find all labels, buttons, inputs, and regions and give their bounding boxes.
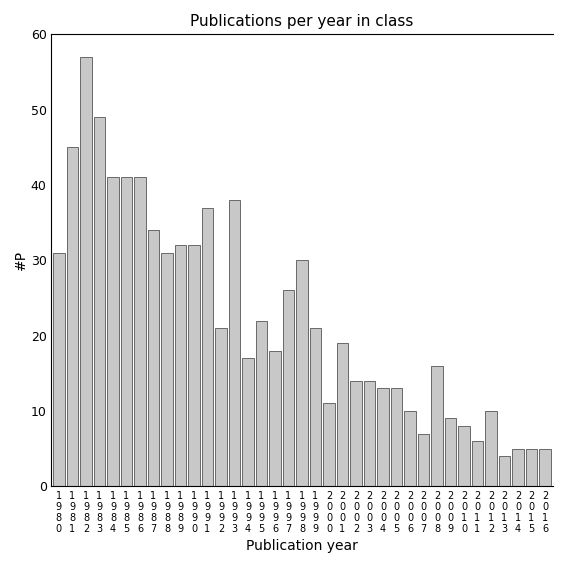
Bar xyxy=(350,381,362,486)
Bar xyxy=(431,366,443,486)
X-axis label: Publication year: Publication year xyxy=(246,539,358,553)
Bar xyxy=(485,411,497,486)
Bar xyxy=(499,456,510,486)
Bar xyxy=(67,147,78,486)
Bar xyxy=(512,448,524,486)
Bar xyxy=(256,320,267,486)
Bar xyxy=(229,200,240,486)
Bar xyxy=(215,328,227,486)
Bar xyxy=(310,328,321,486)
Bar xyxy=(283,290,294,486)
Bar xyxy=(364,381,375,486)
Bar xyxy=(121,177,132,486)
Bar xyxy=(458,426,469,486)
Bar xyxy=(472,441,483,486)
Bar xyxy=(526,448,538,486)
Bar xyxy=(418,434,429,486)
Title: Publications per year in class: Publications per year in class xyxy=(191,14,414,29)
Bar xyxy=(323,403,335,486)
Bar xyxy=(53,253,65,486)
Bar xyxy=(391,388,402,486)
Bar xyxy=(94,117,105,486)
Bar xyxy=(242,358,253,486)
Bar xyxy=(296,260,308,486)
Bar xyxy=(175,245,186,486)
Bar xyxy=(337,343,348,486)
Bar xyxy=(445,418,456,486)
Bar xyxy=(404,411,416,486)
Bar xyxy=(188,245,200,486)
Bar xyxy=(80,57,92,486)
Bar xyxy=(161,253,173,486)
Bar xyxy=(148,230,159,486)
Bar xyxy=(269,350,281,486)
Bar xyxy=(107,177,119,486)
Bar xyxy=(134,177,146,486)
Bar xyxy=(539,448,551,486)
Y-axis label: #P: #P xyxy=(14,250,28,270)
Bar xyxy=(202,208,213,486)
Bar xyxy=(377,388,389,486)
